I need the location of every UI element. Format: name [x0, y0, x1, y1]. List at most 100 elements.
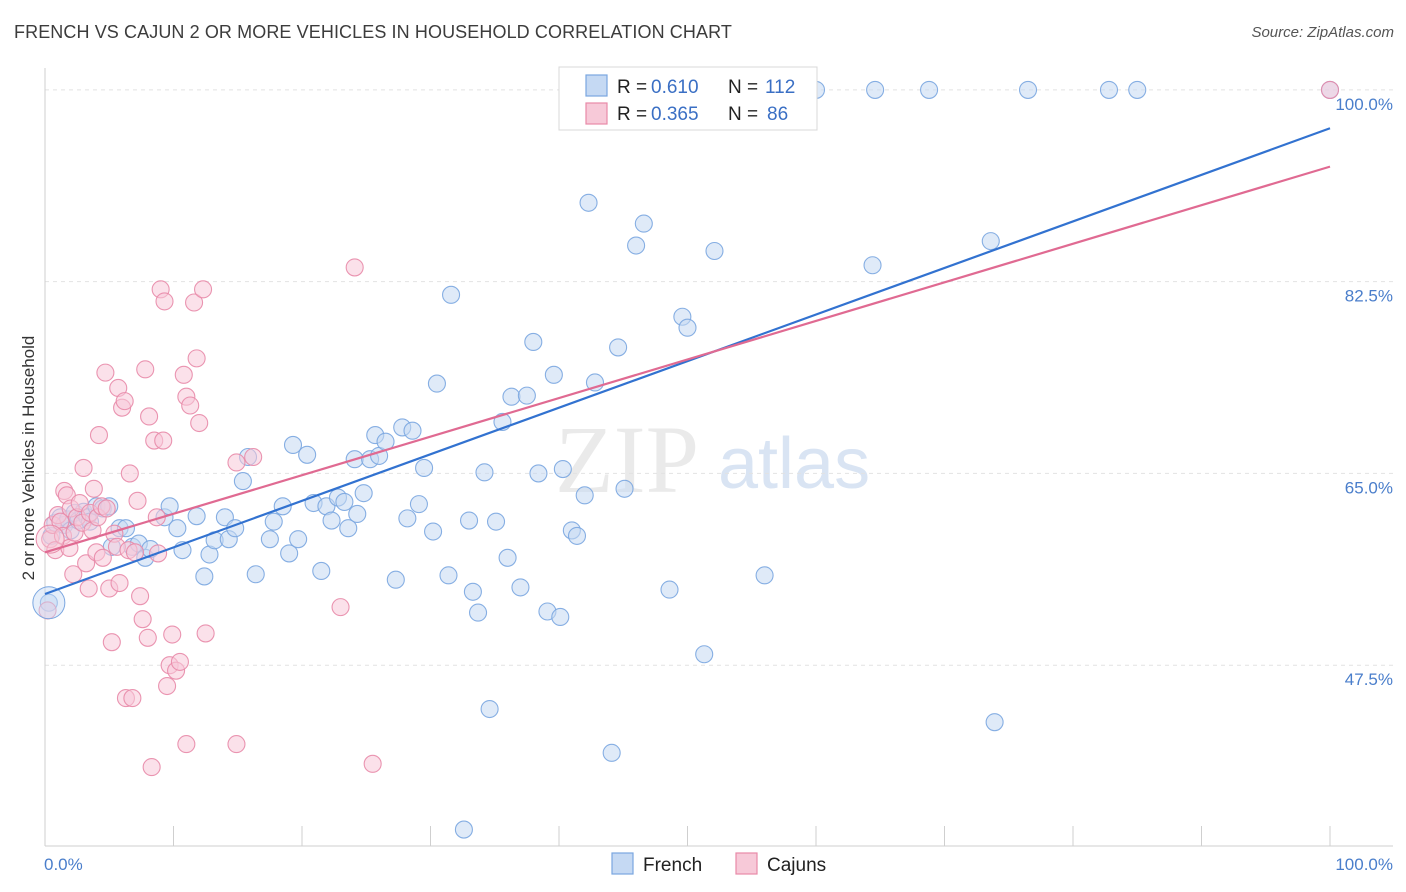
legend-swatch-french — [585, 74, 608, 97]
point-french-80 — [529, 464, 548, 483]
point-french-52 — [354, 484, 373, 503]
watermark-atlas: atlas — [718, 424, 870, 504]
point-french-26 — [187, 507, 206, 526]
point-french-93 — [627, 236, 646, 255]
point-cajuns-27 — [96, 363, 115, 382]
point-french-42 — [298, 445, 317, 464]
point-french-65 — [439, 566, 458, 585]
point-cajuns-46 — [138, 628, 157, 647]
point-cajuns-55 — [158, 676, 177, 696]
bottom-legend-swatch-cajuns — [735, 852, 758, 875]
series-legend: French Cajuns — [611, 852, 826, 876]
point-french-72 — [480, 699, 499, 719]
point-cajuns-36 — [115, 392, 134, 411]
point-french-111 — [1128, 80, 1147, 99]
point-french-102 — [981, 232, 1000, 251]
point-french-109 — [1018, 80, 1038, 99]
point-french-69 — [463, 582, 482, 601]
bottom-legend-label-cajuns: Cajuns — [767, 855, 826, 876]
point-french-70 — [468, 603, 488, 622]
point-french-27 — [195, 567, 214, 586]
legend-n-label-cajuns: N = — [728, 104, 758, 125]
point-french-48 — [335, 492, 354, 511]
trend-lines — [44, 127, 1331, 596]
gridlines — [45, 89, 1393, 666]
point-french-92 — [615, 479, 634, 498]
point-cajuns-30 — [102, 633, 121, 652]
point-cajuns-67 — [196, 624, 215, 643]
legend-n-value-cajuns: 86 — [767, 104, 788, 125]
point-french-97 — [678, 318, 697, 337]
legend-n-value-french: 112 — [765, 77, 795, 98]
legend-swatch-cajuns — [585, 102, 608, 125]
point-french-73 — [486, 512, 506, 531]
point-french-91 — [609, 338, 628, 357]
point-cajuns-40 — [123, 689, 142, 708]
point-cajuns-47 — [140, 407, 159, 426]
data-points — [32, 80, 1340, 839]
point-french-36 — [260, 530, 279, 549]
point-french-cluster — [32, 586, 66, 620]
legend-r-label-french: R = — [617, 77, 647, 98]
point-french-67 — [454, 820, 473, 839]
point-french-57 — [386, 570, 405, 589]
point-cajuns-69 — [244, 447, 263, 467]
x-tick-label-left: 0.0% — [44, 855, 83, 874]
point-french-108 — [920, 80, 939, 99]
point-french-35 — [246, 565, 265, 584]
point-french-103 — [985, 713, 1004, 732]
point-cajuns-18 — [79, 579, 98, 598]
point-cajuns-54 — [155, 292, 174, 311]
point-french-37 — [264, 512, 283, 531]
y-tick-label-1: 65.0% — [1345, 478, 1393, 497]
point-french-79 — [524, 332, 543, 351]
point-french-94 — [634, 214, 653, 233]
point-french-82 — [544, 365, 563, 384]
bottom-legend-label-french: French — [643, 855, 702, 876]
point-french-86 — [567, 526, 587, 545]
point-cajuns-66 — [194, 280, 213, 299]
x-tick-label-right: 100.0% — [1335, 855, 1393, 874]
point-french-75 — [498, 548, 517, 567]
point-french-90 — [602, 743, 621, 762]
legend-n-label-french: N = — [728, 77, 758, 98]
point-french-38 — [273, 497, 292, 516]
y-tick-label-0: 47.5% — [1345, 670, 1393, 689]
point-cajuns-26 — [93, 548, 112, 567]
point-french-24 — [168, 519, 187, 538]
point-cajuns-45 — [136, 360, 155, 379]
point-cajuns-63 — [185, 293, 204, 312]
legend-r-label-cajuns: R = — [617, 104, 647, 125]
point-french-98 — [695, 645, 714, 664]
point-cajuns-74 — [227, 735, 246, 754]
point-cajuns-39 — [120, 464, 139, 483]
point-cajuns-24 — [89, 426, 109, 445]
point-cajuns-70 — [363, 754, 382, 773]
point-french-62 — [415, 458, 434, 478]
point-cajuns-64 — [187, 349, 206, 368]
point-cajuns-cluster — [35, 524, 65, 554]
source-label: Source: ZipAtlas.com — [1251, 24, 1394, 41]
trend-line-cajuns — [44, 165, 1331, 554]
point-cajuns-48 — [142, 758, 161, 777]
point-cajuns-42 — [128, 491, 147, 510]
legend-r-value-french: 0.610 — [651, 77, 699, 98]
point-french-51 — [348, 504, 367, 524]
point-french-71 — [475, 463, 494, 482]
point-french-39 — [280, 544, 299, 563]
point-french-110 — [1099, 80, 1119, 99]
point-french-64 — [427, 374, 446, 393]
point-cajuns-43 — [131, 587, 150, 606]
point-french-33 — [233, 472, 252, 491]
point-cajuns-34 — [110, 573, 129, 593]
point-cajuns-21 — [84, 479, 103, 498]
point-french-60 — [403, 421, 422, 440]
point-french-68 — [459, 511, 479, 530]
point-cajuns-60 — [174, 365, 193, 384]
point-cajuns-59 — [170, 652, 189, 671]
point-cajuns-44 — [133, 610, 152, 629]
point-french-95 — [660, 580, 679, 599]
point-cajuns-75 — [1320, 80, 1340, 99]
point-french-61 — [409, 495, 428, 514]
